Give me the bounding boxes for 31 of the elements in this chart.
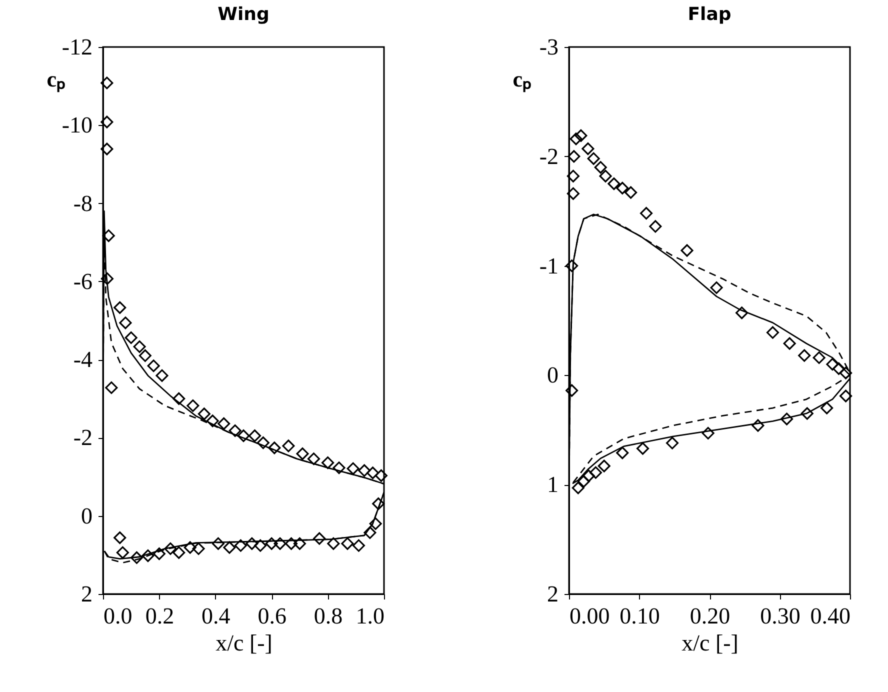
x-tick-label: 0.10	[620, 604, 660, 628]
x-tick-label: 0.30	[760, 604, 800, 628]
y-tick-label: -10	[62, 112, 92, 138]
x-tick-label: 0.00	[570, 604, 610, 628]
chart-title: Wing	[218, 4, 270, 25]
x-tick-label: 0.2	[145, 604, 174, 628]
x-tick-label: 1.0	[356, 604, 384, 628]
x-tick-label: 0.4	[202, 604, 231, 628]
x-axis-title: x/c [-]	[216, 630, 272, 656]
y-axis-title: cₚ	[512, 66, 532, 92]
y-tick-label: -4	[73, 347, 93, 372]
y-tick-label: -3	[539, 34, 558, 60]
y-tick-label: -12	[62, 34, 92, 60]
x-tick-label: 0.6	[258, 604, 286, 628]
y-tick-label: 2	[81, 582, 92, 606]
y-tick-label: -2	[73, 425, 92, 450]
chart-title: Flap	[688, 4, 732, 25]
y-tick-label: 2	[547, 582, 558, 606]
y-tick-label: -8	[73, 190, 92, 216]
y-tick-label: 1	[547, 472, 558, 498]
x-tick-label: 0.40	[810, 604, 850, 628]
y-tick-label: 0	[81, 503, 92, 528]
y-tick-label: -1	[539, 253, 558, 278]
y-tick-label: 0	[547, 362, 558, 388]
y-axis-title: cₚ	[46, 66, 66, 92]
y-tick-label: -6	[73, 268, 92, 294]
y-tick-label: -2	[539, 144, 558, 169]
x-tick-label: 0.0	[104, 604, 132, 628]
x-tick-label: 0.20	[690, 604, 730, 628]
x-axis-title: x/c [-]	[682, 630, 738, 656]
x-tick-label: 0.8	[314, 604, 343, 628]
